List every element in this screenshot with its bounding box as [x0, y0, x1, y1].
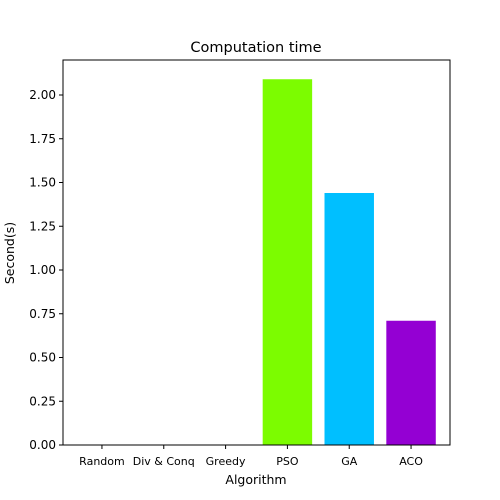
y-tick-label: 2.00	[29, 88, 56, 102]
x-tick-label: PSO	[276, 455, 299, 468]
y-tick-label: 1.00	[29, 263, 56, 277]
y-ticks-group: 0.00 0.25 0.50 0.75 1.00 1.25 1.50 1.75 2.00	[29, 88, 63, 452]
x-tick-label: ACO	[399, 455, 423, 468]
chart-title: Computation time	[190, 40, 321, 56]
y-axis-label: Second(s)	[2, 222, 17, 284]
x-axis-label: Algorithm	[225, 472, 286, 487]
y-tick-label: 1.50	[29, 176, 56, 190]
y-tick-label: 1.75	[29, 132, 56, 146]
x-ticks-group: Random Div & Conq Greedy PSO GA ACO	[79, 445, 423, 468]
plot-frame	[62, 59, 451, 446]
bar-pso	[262, 79, 313, 445]
y-tick-label: 1.25	[29, 219, 56, 233]
bar-ga	[324, 193, 374, 445]
x-tick-label: Random	[79, 455, 125, 468]
bar-aco	[386, 320, 436, 445]
bars-group	[262, 79, 436, 445]
x-tick-label: Greedy	[206, 455, 246, 468]
y-tick-label: 0.00	[29, 438, 56, 452]
x-tick-label: GA	[341, 455, 358, 468]
y-tick-label: 0.75	[29, 307, 56, 321]
y-tick-label: 0.25	[29, 394, 56, 408]
x-tick-label: Div & Conq	[133, 455, 195, 468]
y-tick-label: 0.50	[29, 351, 56, 365]
